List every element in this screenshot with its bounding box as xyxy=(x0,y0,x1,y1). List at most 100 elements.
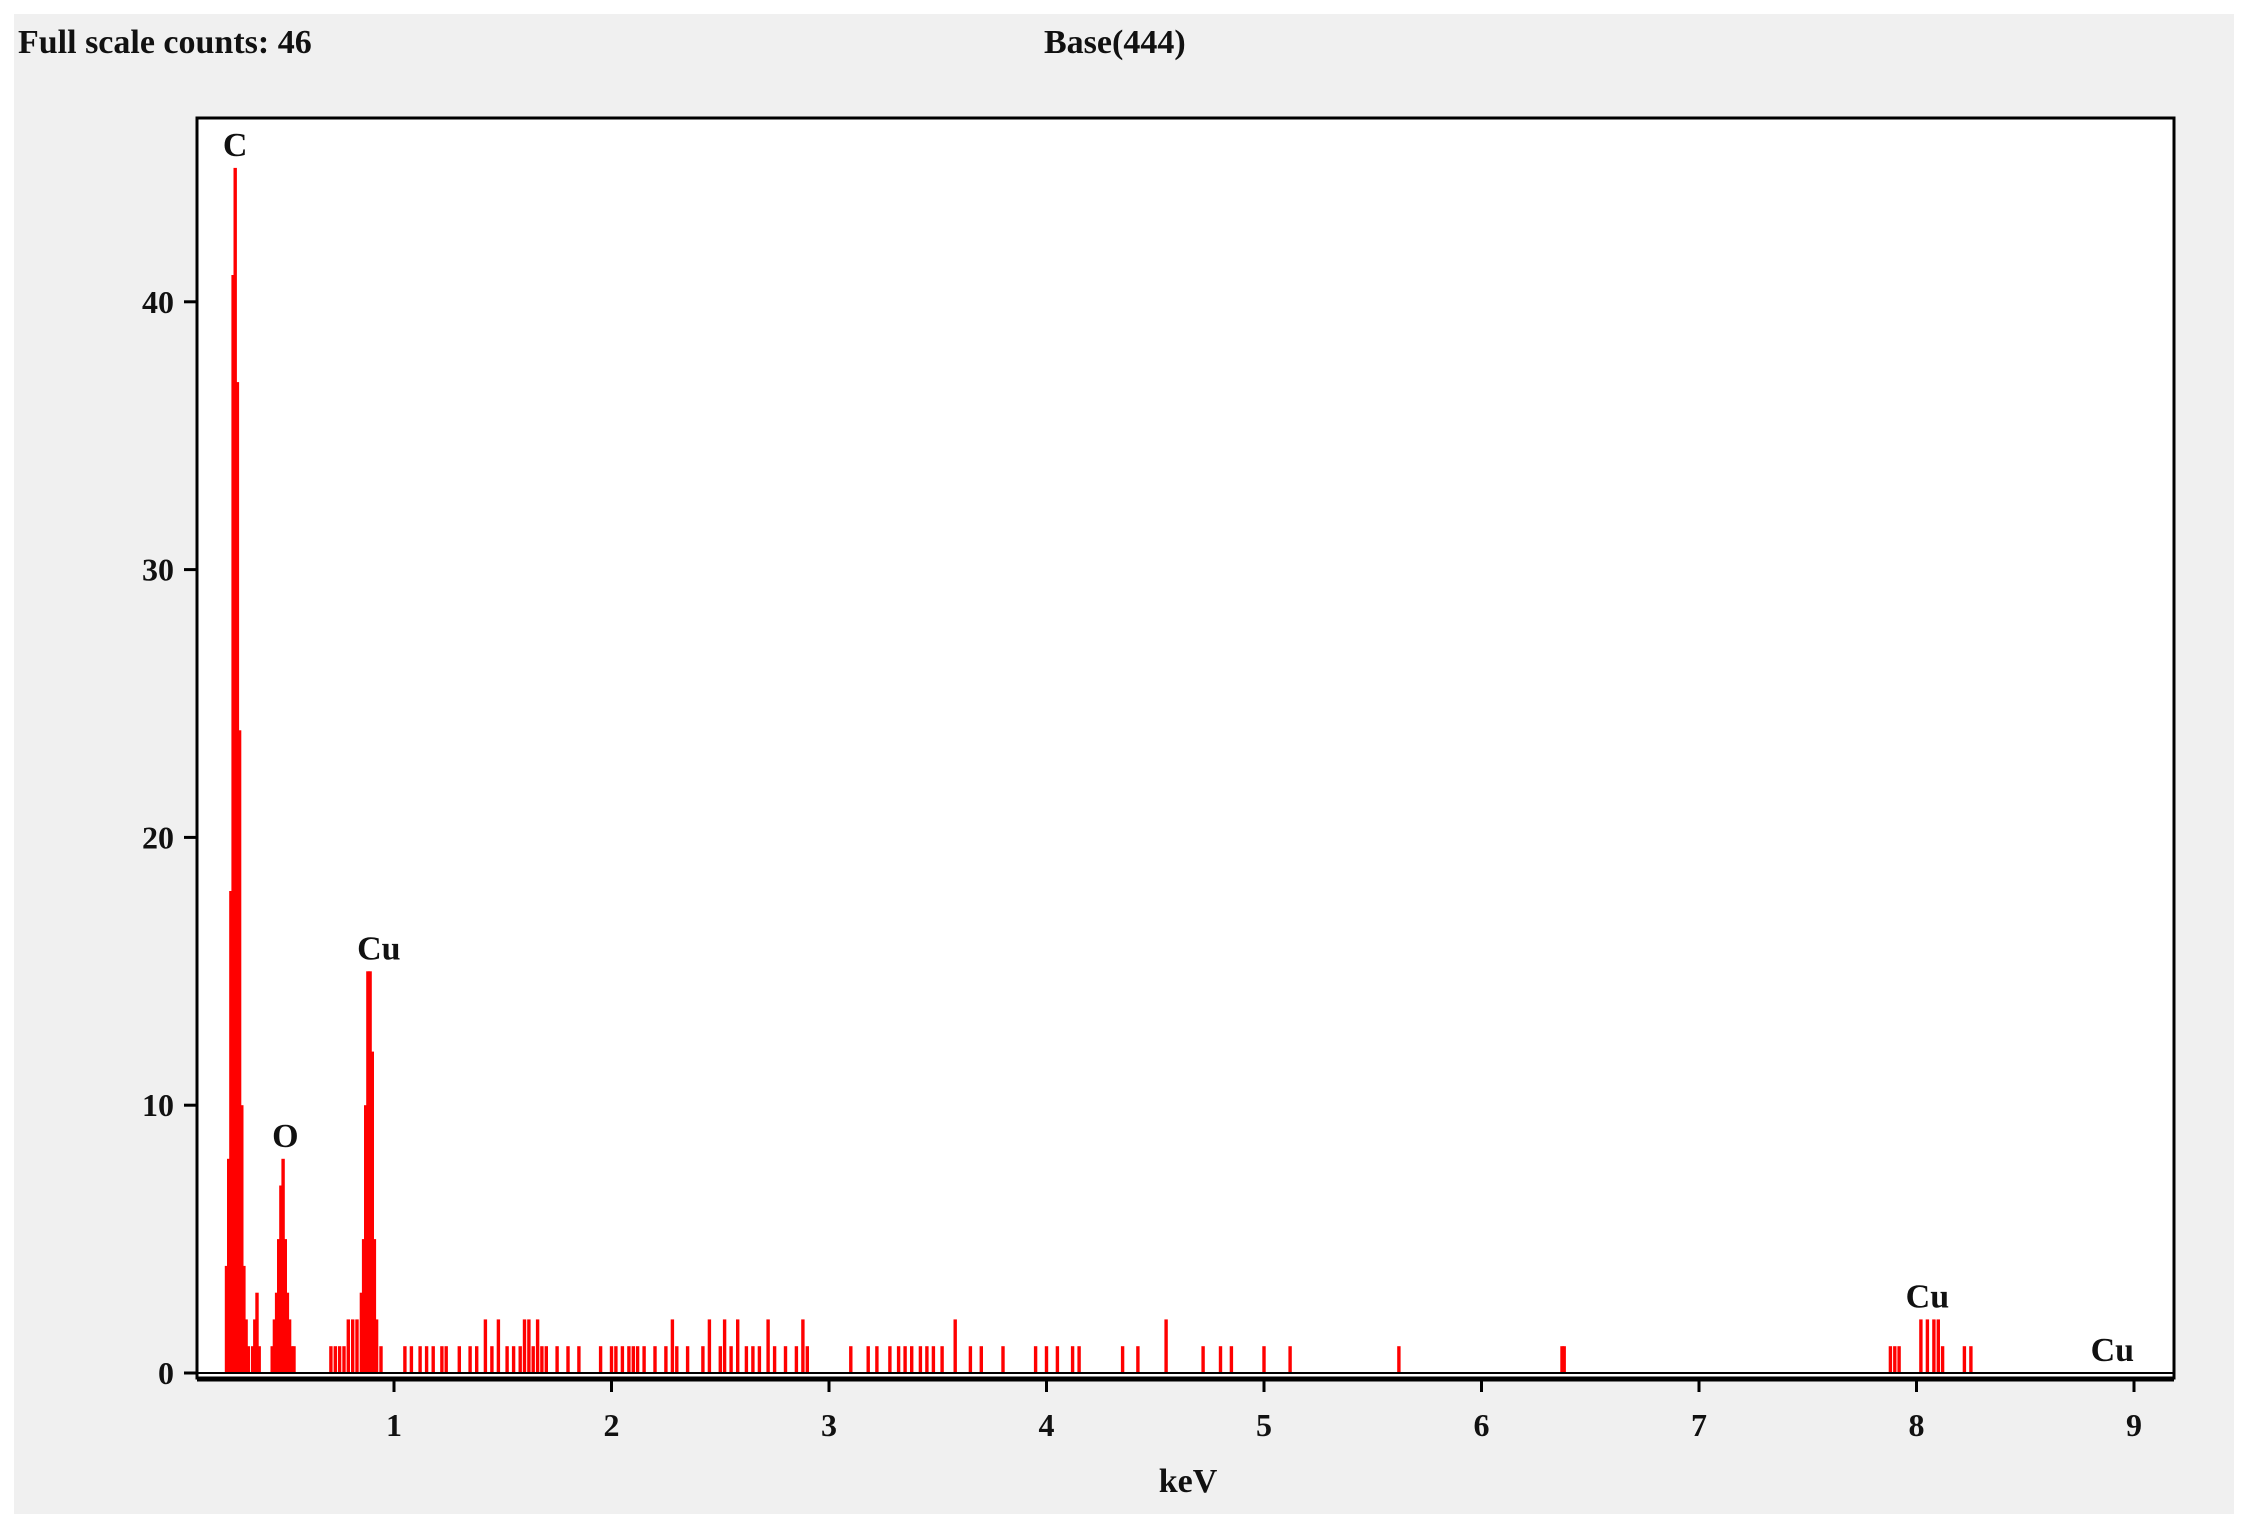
spectrum-bar xyxy=(664,1346,668,1373)
spectrum-bar xyxy=(614,1346,618,1373)
spectrum-bar xyxy=(257,1346,261,1373)
spectrum-bar xyxy=(751,1346,755,1373)
spectrum-bar xyxy=(522,1319,527,1373)
spectrum-bar xyxy=(1919,1319,1923,1373)
spectrum-bar xyxy=(1897,1346,1901,1373)
spectrum-bars xyxy=(224,167,1973,1374)
spectrum-bar xyxy=(772,1346,777,1373)
spectrum-bar xyxy=(1164,1319,1168,1373)
spectrum-bar xyxy=(1262,1346,1266,1373)
spectrum-bar xyxy=(490,1346,494,1373)
spectrum-bar xyxy=(279,1185,283,1373)
spectrum-bar xyxy=(1120,1346,1125,1373)
spectrum-bar xyxy=(925,1346,929,1373)
spectrum-bar xyxy=(866,1346,870,1373)
spectrum-bar xyxy=(359,1292,364,1373)
spectrum-bar xyxy=(729,1346,733,1373)
spectrum-bar xyxy=(953,1319,957,1373)
spectrum-bar xyxy=(736,1319,740,1373)
spectrum-bar xyxy=(794,1346,799,1373)
spectrum-bar xyxy=(888,1346,892,1373)
spectrum-bar xyxy=(483,1319,488,1373)
spectrum-bar xyxy=(555,1346,559,1373)
spectrum-bar xyxy=(403,1346,407,1373)
spectrum-bar xyxy=(1932,1319,1936,1373)
spectrum-bar xyxy=(675,1346,679,1373)
spectrum-bar xyxy=(635,1346,640,1373)
spectrum-bar xyxy=(281,1158,285,1373)
spectrum-bar xyxy=(1940,1346,1945,1373)
y-tick-label: 20 xyxy=(142,819,174,855)
spectrum-bar xyxy=(366,971,370,1373)
spectrum-bar xyxy=(757,1346,762,1373)
spectrum-bar xyxy=(1201,1346,1205,1373)
spectrum-bar xyxy=(783,1346,788,1373)
spectrum-bar xyxy=(277,1239,281,1373)
spectrum-bar xyxy=(1936,1319,1940,1373)
spectrum-bar xyxy=(1001,1346,1005,1373)
spectrum-bar xyxy=(333,1346,337,1373)
spectrum-bar xyxy=(718,1346,722,1373)
spectrum-bar xyxy=(374,1319,379,1373)
spectrum-bar xyxy=(535,1319,540,1373)
spectrum-bar xyxy=(418,1346,422,1373)
spectrum-bar xyxy=(468,1346,472,1373)
spectrum-bar xyxy=(642,1346,646,1373)
spectrum-bar xyxy=(805,1346,809,1373)
spectrum-bar xyxy=(1044,1346,1049,1373)
spectrum-bar xyxy=(766,1319,770,1373)
spectrum-bar xyxy=(368,971,372,1373)
base-label: Base(444) xyxy=(1044,24,1186,61)
spectrum-bar xyxy=(274,1292,279,1373)
spectrum-bar xyxy=(372,1239,377,1373)
spectrum-bar xyxy=(722,1319,727,1373)
spectrum-bar xyxy=(351,1319,355,1373)
spectrum-bar xyxy=(670,1319,675,1373)
x-tick-label: 1 xyxy=(386,1407,402,1443)
spectrum-bar xyxy=(1962,1346,1967,1373)
spectrum-bar xyxy=(979,1346,983,1373)
spectrum-bar xyxy=(940,1346,944,1373)
spectrum-bar xyxy=(290,1346,294,1373)
spectrum-bar xyxy=(496,1319,501,1373)
spectrum-bar xyxy=(527,1319,531,1373)
spectrum-bar xyxy=(1560,1346,1564,1373)
full-scale-counts-label: Full scale counts: 46 xyxy=(18,24,312,61)
spectrum-bar xyxy=(707,1319,712,1373)
spectrum-bar xyxy=(1055,1346,1060,1373)
spectrum-bar xyxy=(253,1319,257,1373)
spectrum-bar xyxy=(287,1319,292,1373)
spectrum-bar xyxy=(224,1265,229,1373)
spectrum-bar xyxy=(270,1346,274,1373)
spectrum-bar xyxy=(361,1239,366,1373)
spectrum-bar xyxy=(968,1346,973,1373)
spectrum-bar xyxy=(424,1346,429,1373)
spectrum-bar xyxy=(849,1346,853,1373)
x-tick-label: 3 xyxy=(821,1407,837,1443)
spectrum-bar xyxy=(1288,1346,1292,1373)
x-tick-label: 4 xyxy=(1039,1407,1055,1443)
spectrum-bar xyxy=(1077,1346,1081,1373)
spectrum-bar xyxy=(1229,1346,1234,1373)
spectrum-bar xyxy=(364,1105,368,1373)
peak-label-cu: Cu xyxy=(1906,1278,1949,1315)
x-ticks: 1 2 3 4 5 6 7 8 9 xyxy=(386,1380,2142,1443)
spectrum-bar xyxy=(744,1346,749,1373)
spectrum-bar xyxy=(444,1346,448,1373)
peak-label-cu: Cu xyxy=(357,930,400,967)
spectrum-bar xyxy=(337,1346,342,1373)
peak-label-cu: Cu xyxy=(2091,1332,2134,1369)
spectrum-bar xyxy=(283,1239,287,1373)
spectrum-bar xyxy=(244,1319,248,1373)
spectrum-bar xyxy=(566,1346,570,1373)
peak-annotations: C O Cu Cu Cu xyxy=(223,127,2134,1369)
spectrum-bar xyxy=(1033,1346,1038,1373)
spectrum-bar xyxy=(292,1346,296,1373)
spectrum-bar xyxy=(598,1346,603,1373)
spectrum-bar xyxy=(285,1292,290,1373)
spectrum-bar xyxy=(231,275,235,1373)
spectrum-bar xyxy=(875,1346,879,1373)
y-tick-label: 30 xyxy=(142,552,174,588)
spectrum-bar xyxy=(531,1346,535,1373)
spectrum-bar xyxy=(653,1346,657,1373)
